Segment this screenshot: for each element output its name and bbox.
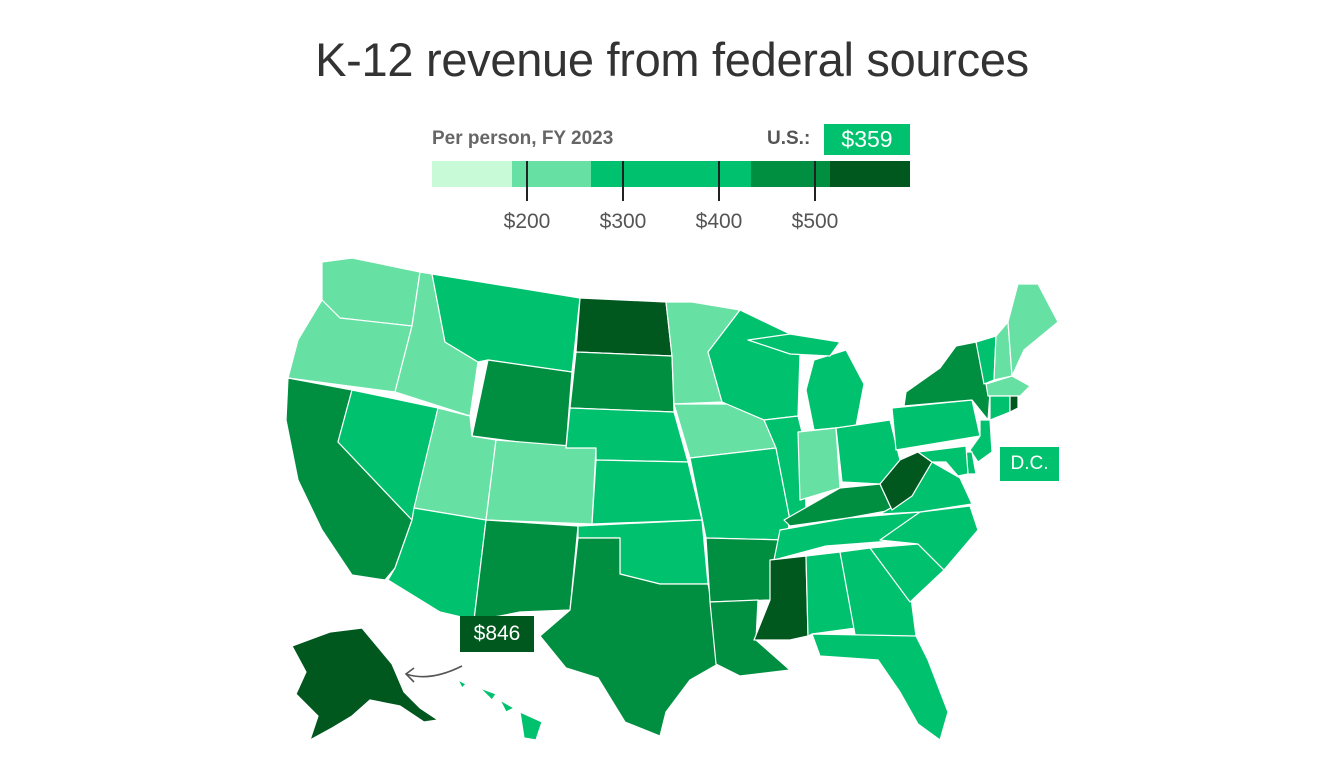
state-michigan[interactable] (805, 349, 865, 431)
state-rhode-island[interactable] (1009, 395, 1019, 413)
legend-tick-400 (718, 161, 720, 201)
legend-tick-300 (622, 161, 624, 201)
legend-tick-label: $200 (503, 210, 551, 233)
state-pennsylvania[interactable] (891, 399, 981, 451)
state-new-jersey[interactable] (969, 419, 993, 463)
legend-bin-6 (830, 161, 911, 187)
state-missouri[interactable] (689, 447, 791, 541)
state-michigan-upper[interactable] (747, 333, 841, 357)
state-south-dakota[interactable] (569, 351, 675, 413)
state-kansas[interactable] (591, 459, 703, 525)
legend-bin-2 (511, 161, 592, 187)
dc-callout-label: D.C. (1000, 447, 1059, 481)
state-alaska[interactable] (291, 627, 439, 741)
legend-tick-label: $500 (791, 210, 839, 233)
legend-tick-label: $300 (599, 210, 647, 233)
state-north-dakota[interactable] (575, 297, 673, 357)
legend-tick-label: $400 (695, 210, 743, 233)
state-indiana[interactable] (797, 427, 841, 501)
legend-bin-4 (671, 161, 751, 187)
state-texas[interactable] (539, 537, 719, 737)
legend-bin-1 (432, 161, 512, 187)
state-georgia[interactable] (839, 547, 917, 641)
state-colorado[interactable] (485, 439, 597, 525)
state-louisiana[interactable] (709, 599, 791, 677)
alaska-callout-value: $846 (460, 616, 534, 652)
alaska-callout-arrowhead (404, 667, 415, 683)
state-wyoming[interactable] (471, 359, 573, 449)
state-connecticut[interactable] (989, 395, 1011, 421)
us-average-label: U.S.: (767, 128, 811, 149)
legend-title: Per person, FY 2023 (432, 128, 614, 149)
page-title: K-12 revenue from federal sources (315, 33, 1029, 86)
us-average-value: $359 (824, 124, 910, 155)
legend-tick-500 (814, 161, 816, 201)
state-florida[interactable] (811, 633, 949, 741)
alaska-callout-arrow (405, 665, 463, 678)
state-massachusetts[interactable] (985, 375, 1031, 397)
legend-bin-3 (591, 161, 672, 187)
legend-tick-200 (526, 161, 528, 201)
legend-color-scale (432, 161, 911, 187)
state-maryland[interactable] (917, 445, 969, 477)
legend-bin-5 (750, 161, 831, 187)
state-maine[interactable] (1007, 283, 1059, 377)
state-new-mexico[interactable] (473, 519, 579, 621)
state-hawaii[interactable] (457, 679, 543, 741)
